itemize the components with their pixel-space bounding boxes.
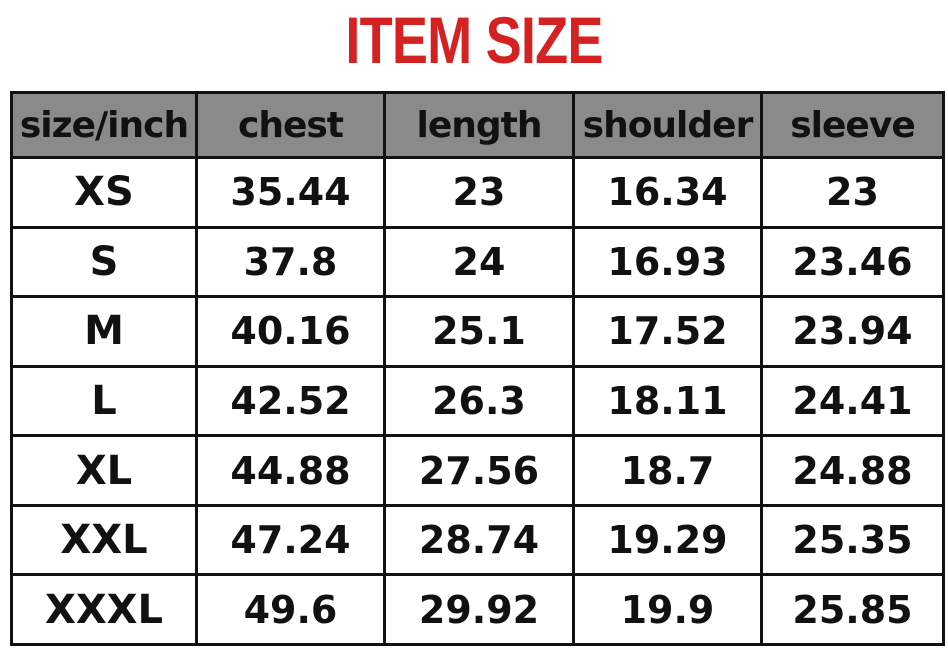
cell-chest: 47.24 bbox=[195, 503, 386, 577]
cell-length: 23 bbox=[383, 156, 575, 229]
header-shoulder: shoulder bbox=[572, 91, 763, 159]
cell-shoulder: 19.29 bbox=[572, 503, 763, 577]
table-row: S 37.8 24 16.93 23.46 bbox=[10, 225, 945, 299]
cell-length: 25.1 bbox=[383, 295, 575, 368]
table-row: XL 44.88 27.56 18.7 24.88 bbox=[10, 434, 945, 507]
table-row: XS 35.44 23 16.34 23 bbox=[10, 156, 945, 229]
cell-chest: 37.8 bbox=[195, 225, 386, 299]
table-header-row: size/inch chest length shoulder sleeve bbox=[10, 91, 945, 159]
cell-size: L bbox=[10, 364, 198, 438]
cell-chest: 49.6 bbox=[195, 573, 386, 646]
header-chest: chest bbox=[195, 91, 386, 159]
header-length: length bbox=[383, 91, 575, 159]
cell-size: M bbox=[10, 295, 198, 368]
header-sleeve: sleeve bbox=[760, 91, 945, 159]
table-row: XXL 47.24 28.74 19.29 25.35 bbox=[10, 503, 945, 577]
cell-chest: 42.52 bbox=[195, 364, 386, 438]
cell-chest: 35.44 bbox=[195, 156, 386, 229]
cell-sleeve: 24.41 bbox=[760, 364, 945, 438]
header-size: size/inch bbox=[10, 91, 198, 159]
cell-shoulder: 18.7 bbox=[572, 434, 763, 507]
cell-shoulder: 16.93 bbox=[572, 225, 763, 299]
cell-sleeve: 25.35 bbox=[760, 503, 945, 577]
cell-sleeve: 23 bbox=[760, 156, 945, 229]
cell-sleeve: 23.46 bbox=[760, 225, 945, 299]
cell-length: 28.74 bbox=[383, 503, 575, 577]
cell-length: 27.56 bbox=[383, 434, 575, 507]
cell-shoulder: 18.11 bbox=[572, 364, 763, 438]
size-table: size/inch chest length shoulder sleeve X… bbox=[10, 91, 945, 646]
cell-sleeve: 24.88 bbox=[760, 434, 945, 507]
cell-length: 24 bbox=[383, 225, 575, 299]
cell-sleeve: 23.94 bbox=[760, 295, 945, 368]
cell-length: 26.3 bbox=[383, 364, 575, 438]
cell-size: XXL bbox=[10, 503, 198, 577]
cell-shoulder: 16.34 bbox=[572, 156, 763, 229]
cell-chest: 40.16 bbox=[195, 295, 386, 368]
cell-chest: 44.88 bbox=[195, 434, 386, 507]
cell-size: XS bbox=[10, 156, 198, 229]
table-row: XXXL 49.6 29.92 19.9 25.85 bbox=[10, 573, 945, 646]
cell-size: XXXL bbox=[10, 573, 198, 646]
table-row: L 42.52 26.3 18.11 24.41 bbox=[10, 364, 945, 438]
table-row: M 40.16 25.1 17.52 23.94 bbox=[10, 295, 945, 368]
cell-length: 29.92 bbox=[383, 573, 575, 646]
cell-size: S bbox=[10, 225, 198, 299]
cell-sleeve: 25.85 bbox=[760, 573, 945, 646]
cell-shoulder: 19.9 bbox=[572, 573, 763, 646]
cell-shoulder: 17.52 bbox=[572, 295, 763, 368]
cell-size: XL bbox=[10, 434, 198, 507]
page-title: ITEM SIZE bbox=[345, 3, 603, 77]
